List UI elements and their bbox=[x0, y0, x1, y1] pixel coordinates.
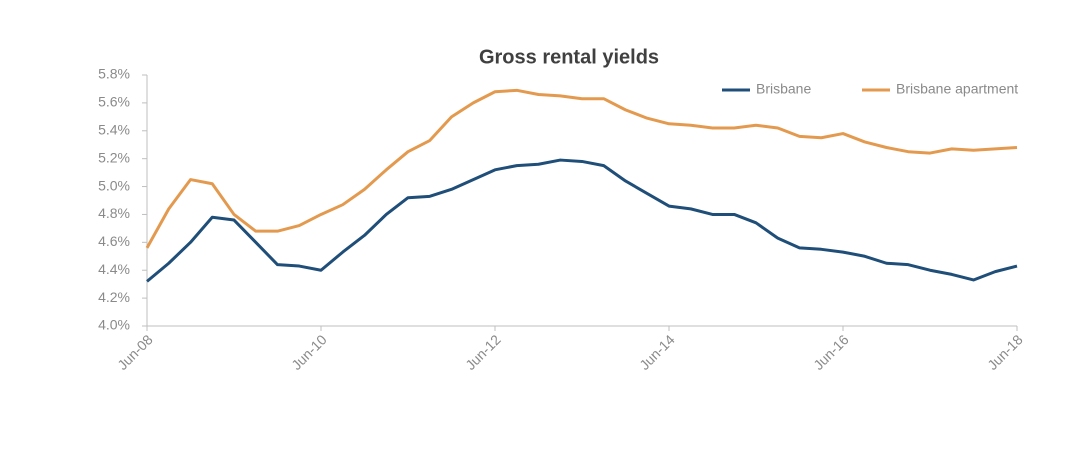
y-tick-label: 4.0% bbox=[98, 317, 130, 333]
y-tick-label: 5.2% bbox=[98, 149, 130, 165]
line-series bbox=[145, 88, 1018, 249]
line-series bbox=[146, 158, 1018, 283]
y-tick-label: 4.6% bbox=[98, 233, 130, 249]
x-tick-label: Jun-08 bbox=[114, 331, 156, 373]
y-tick-label: 4.8% bbox=[98, 205, 130, 221]
chart-title: Gross rental yields bbox=[479, 46, 659, 68]
y-tick-label: 4.2% bbox=[98, 289, 130, 305]
x-tick-label: Jun-16 bbox=[810, 331, 852, 373]
y-tick-label: 4.4% bbox=[98, 261, 130, 277]
legend-label: Brisbane bbox=[756, 81, 811, 97]
y-tick-label: 5.4% bbox=[98, 121, 130, 137]
x-tick-label: Jun-18 bbox=[984, 331, 1026, 373]
x-tick-label: Jun-14 bbox=[636, 331, 678, 373]
x-tick-label: Jun-12 bbox=[462, 331, 504, 373]
x-tick-label: Jun-10 bbox=[288, 331, 330, 373]
y-tick-label: 5.0% bbox=[98, 177, 130, 193]
y-tick-label: 5.6% bbox=[98, 94, 130, 110]
legend-label: Brisbane apartment bbox=[896, 81, 1018, 97]
y-tick-label: 5.8% bbox=[98, 66, 130, 82]
